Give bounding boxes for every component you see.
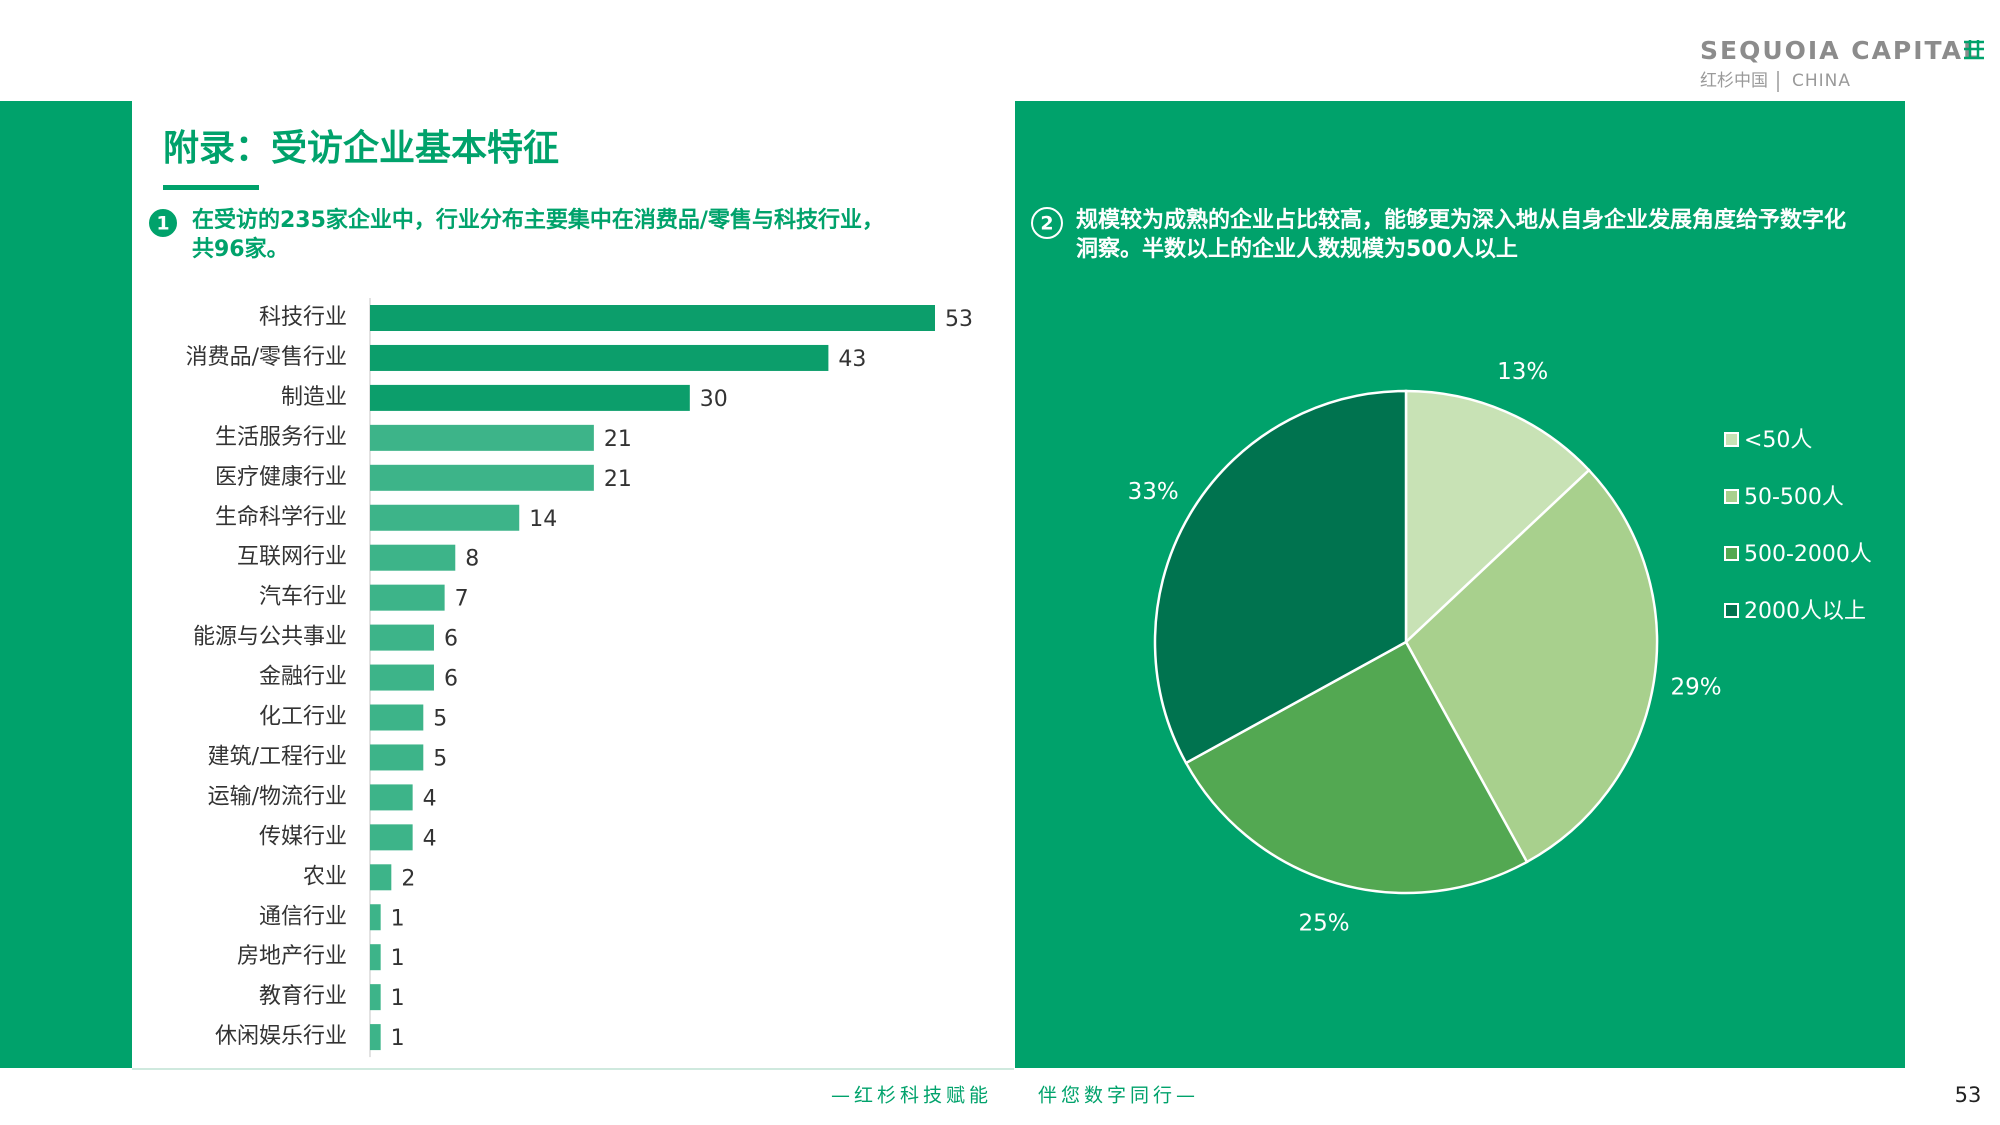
pie-slice [1184, 640, 1529, 895]
legend-label: 2000人以上 [1744, 599, 1866, 624]
value-label: 6 [444, 667, 458, 692]
note-text: 共96家。 [192, 236, 289, 262]
bar [370, 624, 434, 651]
note-text: 规模较为成熟的企业占比较高，能够更为深入地从自身企业发展角度给予数字化 [1076, 207, 1846, 233]
value-label: 5 [433, 707, 447, 732]
value-label: 4 [423, 826, 437, 851]
bar [370, 504, 520, 531]
value-label: 30 [700, 387, 728, 412]
category-label: 传媒行业 [259, 824, 347, 849]
logo: SEQUOIA CAPITAL [1700, 36, 1981, 65]
note-badge [1031, 207, 1063, 239]
pie-slice [1153, 389, 1408, 765]
bar [370, 784, 413, 811]
bar [370, 864, 392, 891]
bar [370, 944, 381, 971]
category-label: 房地产行业 [237, 944, 347, 969]
value-label: 7 [455, 587, 469, 612]
value-label: 43 [838, 347, 866, 372]
category-label: 化工行业 [259, 705, 347, 730]
category-label: 能源与公共事业 [193, 625, 347, 650]
bar [370, 344, 829, 371]
slice-label: 25% [1299, 911, 1350, 937]
category-label: 汽车行业 [259, 585, 347, 610]
category-label: 农业 [303, 864, 347, 889]
bar [370, 464, 594, 491]
title-underline [163, 185, 259, 190]
slice-label: 13% [1497, 359, 1548, 385]
bar [370, 544, 456, 571]
value-label: 1 [391, 906, 405, 931]
value-label: 21 [604, 467, 632, 492]
bar [370, 1024, 381, 1051]
value-label: 1 [391, 946, 405, 971]
legend-label: <50人 [1744, 428, 1812, 453]
logo-mark [1964, 40, 1984, 60]
legend-label: 500-2000人 [1744, 542, 1872, 567]
logo-icon [1964, 40, 1984, 60]
bar [370, 424, 594, 451]
bar [370, 384, 690, 411]
note-badge [147, 207, 179, 239]
bar [370, 305, 935, 331]
value-label: 1 [391, 986, 405, 1011]
bar [370, 664, 434, 691]
value-label: 2 [401, 866, 415, 891]
logo-cn: 红杉中国 [1700, 71, 1768, 91]
logo-en: CHINA [1792, 71, 1851, 91]
note-number: 1 [156, 213, 169, 235]
pie-slice [1404, 389, 1591, 645]
value-label: 5 [433, 746, 447, 771]
category-label: 互联网行业 [237, 545, 347, 570]
pie-slice [1404, 468, 1659, 864]
slice-label: 33% [1128, 479, 1179, 505]
bar [370, 984, 381, 1011]
value-label: 6 [444, 627, 458, 652]
category-label: 休闲娱乐行业 [215, 1024, 347, 1049]
note-text: 洞察。半数以上的企业人数规模为500人以上 [1076, 236, 1518, 262]
note-text: 在受访的235家企业中，行业分布主要集中在消费品/零售与科技行业， [192, 207, 884, 233]
footer: —红杉科技赋能 伴您数字同行— [831, 1085, 1199, 1107]
bar [370, 584, 445, 611]
value-label: 14 [529, 507, 557, 532]
category-label: 生活服务行业 [215, 425, 347, 450]
value-label: 1 [391, 1026, 405, 1051]
category-label: 医疗健康行业 [215, 465, 347, 490]
page-number: 53 [1955, 1083, 1982, 1107]
value-label: 53 [945, 307, 973, 332]
legend-swatch [1724, 546, 1739, 561]
bar [370, 904, 381, 931]
bar [370, 704, 424, 731]
category-label: 消费品/零售行业 [186, 345, 347, 370]
category-label: 建筑/工程行业 [208, 744, 347, 769]
value-label: 21 [604, 427, 632, 452]
bar [370, 744, 424, 771]
note-number: 2 [1040, 213, 1053, 235]
bar [370, 824, 413, 851]
legend-swatch [1724, 603, 1739, 618]
left-strip [0, 101, 132, 1068]
category-label: 生命科学行业 [215, 505, 347, 530]
value-label: 8 [465, 547, 479, 572]
page-title: 附录：受访企业基本特征 [163, 127, 559, 169]
slice-label: 29% [1670, 674, 1721, 700]
category-label: 通信行业 [259, 904, 347, 929]
legend-label: 50-500人 [1744, 485, 1844, 510]
legend-swatch [1724, 432, 1739, 447]
value-label: 4 [423, 786, 437, 811]
category-label: 运输/物流行业 [208, 784, 347, 809]
category-label: 科技行业 [259, 305, 347, 330]
category-label: 教育行业 [259, 984, 347, 1009]
category-label: 制造业 [281, 385, 347, 410]
category-label: 金融行业 [259, 665, 347, 690]
legend-swatch [1724, 489, 1739, 504]
